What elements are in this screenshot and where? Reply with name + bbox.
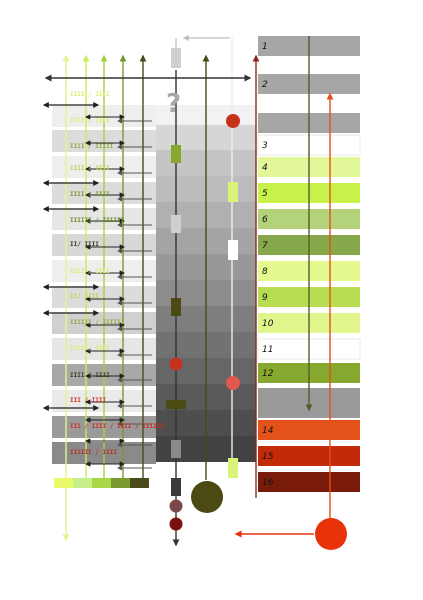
center-markers	[166, 48, 186, 531]
circle-olive-big	[191, 481, 223, 513]
circle-red-center	[169, 357, 183, 371]
top-arrows	[44, 35, 252, 82]
row-label: 1	[262, 42, 268, 52]
question-mark: ?	[166, 89, 181, 119]
row-label: 11	[262, 345, 273, 355]
tally-labels: IIII / IIII IIII / IIII IIII / IIIII IIII /…	[70, 91, 164, 456]
circle-salmon	[226, 376, 240, 390]
row-label: 6	[262, 215, 268, 225]
tally-label: IIII / IIII	[70, 165, 110, 172]
tally-label: II/ IIII	[70, 241, 99, 248]
color-swatches	[54, 478, 149, 488]
row-label: 3	[262, 141, 268, 151]
row-label: 14	[262, 426, 274, 436]
marker-gray	[171, 440, 181, 458]
swatch	[92, 478, 111, 488]
tally-label: IIII / IIII	[70, 91, 110, 98]
numbered-row	[258, 472, 360, 492]
tally-label: IIIIII / IIII	[70, 449, 117, 456]
marker-olive-wide	[166, 400, 186, 409]
row-label: 16	[262, 478, 274, 488]
tally-label: IIII / IIII	[70, 345, 110, 352]
swatch	[54, 478, 73, 488]
swatch	[73, 478, 92, 488]
tally-label: III / IIII / IIII / IIIIII	[70, 423, 164, 430]
marker-olive	[171, 298, 181, 316]
row-label: 4	[262, 163, 268, 173]
row-label: 8	[262, 267, 268, 277]
right-markers	[191, 114, 347, 550]
tally-label: IIIIII / IIIIII	[70, 217, 125, 224]
marker-lime-bottom	[228, 458, 238, 478]
row-label: 5	[262, 189, 268, 199]
row-label: 12	[262, 369, 274, 379]
marker-gray-top	[171, 48, 181, 68]
marker-green	[171, 145, 181, 163]
tally-label: IIII / IIIII	[70, 143, 114, 150]
horizontal-arrows	[42, 102, 152, 471]
row-label: 2	[262, 80, 268, 90]
row-label: 7	[262, 241, 268, 251]
numbered-row	[258, 446, 360, 466]
row-label: 15	[262, 452, 274, 462]
tally-label: III / IIII	[70, 397, 107, 404]
swatch	[111, 478, 130, 488]
row-label: 9	[262, 293, 268, 303]
marker-dark	[171, 478, 181, 496]
circle-mauve	[169, 499, 183, 513]
tally-label: IIII / IIII	[70, 268, 110, 275]
circle-orange-big	[315, 518, 347, 550]
tally-label: IIII / IIII	[70, 117, 110, 124]
tally-label: II/ IIII	[70, 293, 99, 300]
tally-label: IIII / IIII	[70, 372, 110, 379]
tally-label: IIIIII / IIIIII	[70, 319, 125, 326]
marker-lightgray	[171, 215, 181, 233]
circle-red-top	[226, 114, 240, 128]
swatch	[130, 478, 149, 488]
numbered-row	[258, 420, 360, 440]
circle-darkred	[169, 517, 183, 531]
marker-white	[228, 240, 238, 260]
row-label: 10	[262, 319, 274, 329]
marker-lime	[228, 182, 238, 202]
tally-label: IIII / IIII	[70, 191, 110, 198]
